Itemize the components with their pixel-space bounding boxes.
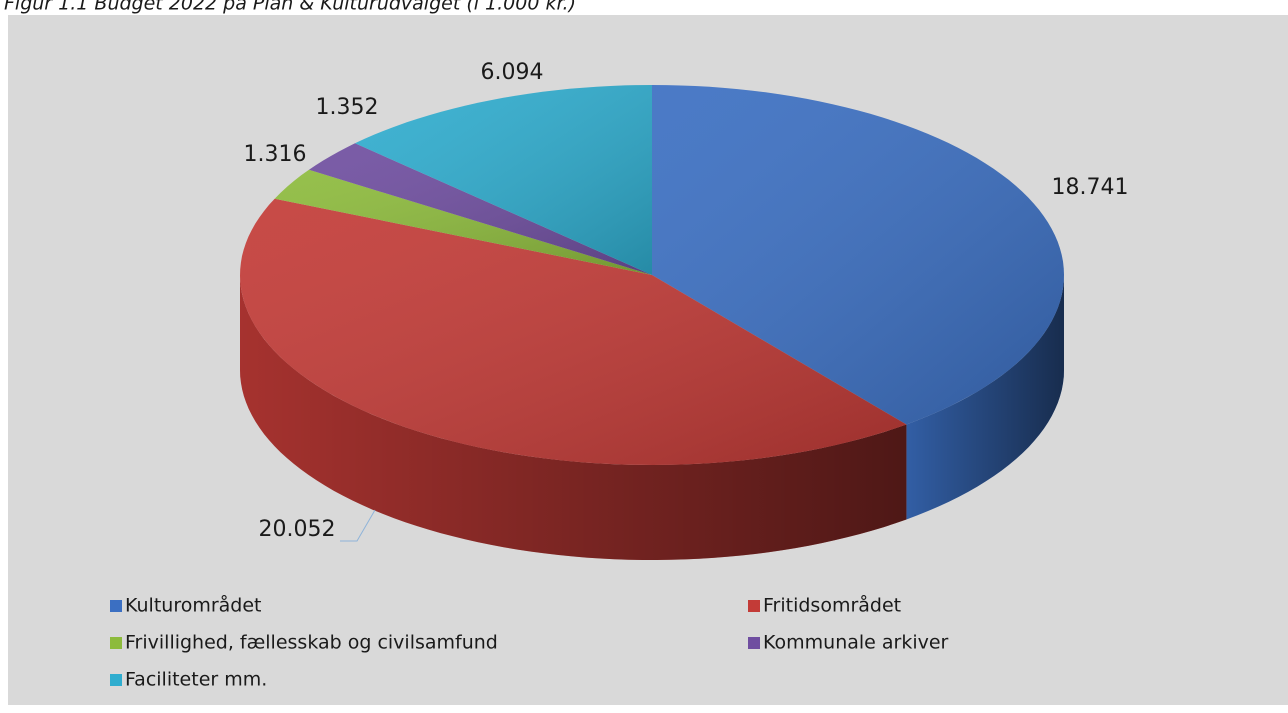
- leader-line: [340, 509, 376, 542]
- pie-slice-shade: [652, 85, 1064, 425]
- legend-swatch: [110, 674, 122, 686]
- pie-slice-shade: [240, 198, 907, 465]
- legend-swatch: [748, 637, 760, 649]
- legend-swatch: [748, 600, 760, 612]
- data-label: 1.352: [316, 95, 379, 120]
- pie-slice-side-shade: [240, 275, 907, 560]
- chart-title: Figur 1.1 Budget 2022 på Plan & Kulturud…: [4, 0, 576, 15]
- legend-label: Kommunale arkiver: [763, 632, 949, 654]
- legend-swatch: [110, 600, 122, 612]
- data-label: 20.052: [259, 517, 336, 542]
- legend-label: Fritidsområdet: [763, 594, 901, 617]
- legend-swatch: [110, 637, 122, 649]
- data-label: 6.094: [481, 60, 544, 85]
- legend-label: Faciliteter mm.: [125, 669, 267, 691]
- pie-slice-shade: [355, 85, 652, 275]
- data-label: 1.316: [244, 142, 307, 167]
- pie-slice-shade: [309, 143, 652, 275]
- data-label: 18.741: [1052, 175, 1129, 200]
- pie-slice-shade: [274, 169, 652, 275]
- legend-label: Kulturområdet: [125, 594, 262, 617]
- pie-slice-side-shade: [906, 275, 1064, 520]
- legend-label: Frivillighed, fællesskab og civilsamfund: [125, 632, 498, 654]
